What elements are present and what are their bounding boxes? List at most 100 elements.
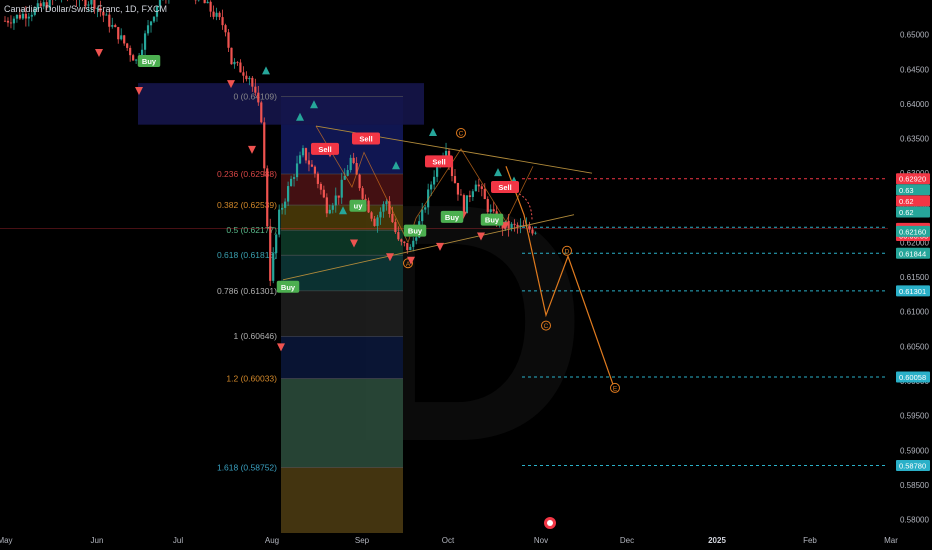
- signal-label: uy: [354, 202, 364, 211]
- price-badge-text: 0.58780: [899, 462, 926, 471]
- buy-signal-badge: [137, 54, 161, 67]
- candle-body: [400, 239, 403, 242]
- candle-body: [224, 25, 227, 33]
- candle-body: [298, 155, 302, 164]
- candle-body: [39, 3, 42, 7]
- candle-body: [84, 0, 87, 6]
- candle-body: [254, 86, 257, 93]
- price-badge: [896, 206, 930, 218]
- y-tick-label: 0.58000: [900, 516, 929, 525]
- signal-label: Buy: [485, 216, 500, 225]
- candle-body: [230, 47, 233, 65]
- fib-zone: [281, 467, 403, 533]
- candle-body: [319, 183, 322, 190]
- candle-body: [108, 14, 111, 27]
- price-badge: [896, 247, 930, 259]
- candle-body: [15, 14, 19, 19]
- candle-body: [140, 49, 144, 57]
- signal-label: Buy: [408, 227, 423, 236]
- candle-body: [427, 189, 430, 208]
- candle-body: [281, 207, 284, 210]
- candle-body: [346, 170, 349, 176]
- candle-body: [483, 188, 486, 200]
- price-badge: [896, 460, 930, 472]
- price-badge-text: 0.60058: [899, 373, 926, 382]
- candle-body: [102, 11, 105, 16]
- arrow-down-icon: [95, 48, 103, 57]
- signal-label: Buy: [281, 283, 296, 292]
- candle-body: [120, 35, 123, 40]
- candle-body: [206, 1, 209, 4]
- candle-body: [304, 148, 308, 161]
- fib-label: 0 (0.64109): [234, 91, 278, 101]
- candle-body: [412, 240, 415, 247]
- y-tick-label: 0.61000: [900, 308, 929, 317]
- candle-body: [143, 33, 147, 50]
- candle-body: [48, 0, 51, 9]
- signal-label: Sell: [359, 135, 372, 144]
- candle-body: [123, 35, 126, 44]
- y-tick-label: 0.65000: [900, 31, 929, 40]
- candle-body: [331, 205, 334, 210]
- candle-body: [528, 225, 531, 230]
- price-badge: [896, 195, 930, 207]
- candle-body: [132, 55, 135, 61]
- candle-body: [310, 164, 314, 167]
- candle-body: [492, 209, 495, 212]
- candle-body: [27, 16, 30, 19]
- candle-body: [36, 3, 39, 9]
- candle-body: [480, 186, 483, 189]
- candle-body: [477, 184, 480, 187]
- y-tick-label: 0.62000: [900, 238, 929, 247]
- candle-body: [436, 165, 439, 177]
- candle-body: [278, 209, 281, 235]
- candle-body: [397, 232, 400, 240]
- candle-body: [218, 12, 221, 18]
- candle-body: [444, 150, 448, 157]
- sell-signal-badge: [352, 132, 380, 145]
- candle-body: [90, 0, 93, 5]
- candle-body: [403, 241, 406, 244]
- candle-body: [421, 209, 424, 222]
- price-badge: [896, 285, 930, 297]
- candle-body: [117, 27, 120, 40]
- buy-signal-badge: [349, 199, 367, 212]
- sell-signal-badge: [311, 142, 339, 155]
- arrow-up-icon: [262, 66, 270, 75]
- candle-body: [251, 77, 254, 87]
- triangle-lower-line: [282, 214, 575, 281]
- x-tick-label: Dec: [620, 536, 634, 545]
- price-badge: [896, 371, 930, 383]
- fib-zone: [281, 230, 403, 256]
- candle-body: [316, 173, 319, 184]
- candle-body: [433, 176, 436, 185]
- candle-body: [361, 188, 364, 199]
- candle-body: [275, 234, 278, 254]
- wave-label: E: [613, 386, 618, 393]
- arrow-down-icon: [407, 256, 415, 265]
- arrow-down-icon: [248, 145, 256, 154]
- chart-title: Canadian Dollar/Swiss Franc, 1D, FXCM: [4, 4, 167, 14]
- price-axis: [888, 0, 932, 550]
- candle-body: [367, 200, 370, 213]
- candle-body: [87, 4, 90, 6]
- candle-body: [516, 224, 519, 227]
- candle-body: [129, 47, 132, 56]
- candle-body: [295, 163, 299, 178]
- candle-body: [42, 2, 45, 7]
- candle-body: [12, 18, 16, 24]
- arrow-down-icon: [436, 242, 444, 251]
- candle-body: [534, 232, 537, 234]
- candle-body: [6, 20, 10, 23]
- fib-zone-top: [138, 83, 424, 125]
- fib-zone: [281, 336, 403, 379]
- y-tick-label: 0.59000: [900, 446, 929, 455]
- arrow-up-icon: [296, 112, 304, 121]
- candle-body: [203, 0, 206, 4]
- fib-label: 0.236 (0.62988): [217, 169, 277, 179]
- candle-body: [519, 225, 522, 227]
- x-tick-label: Nov: [534, 536, 548, 545]
- y-tick-label: 0.63500: [900, 135, 929, 144]
- x-tick-label: May: [0, 536, 13, 545]
